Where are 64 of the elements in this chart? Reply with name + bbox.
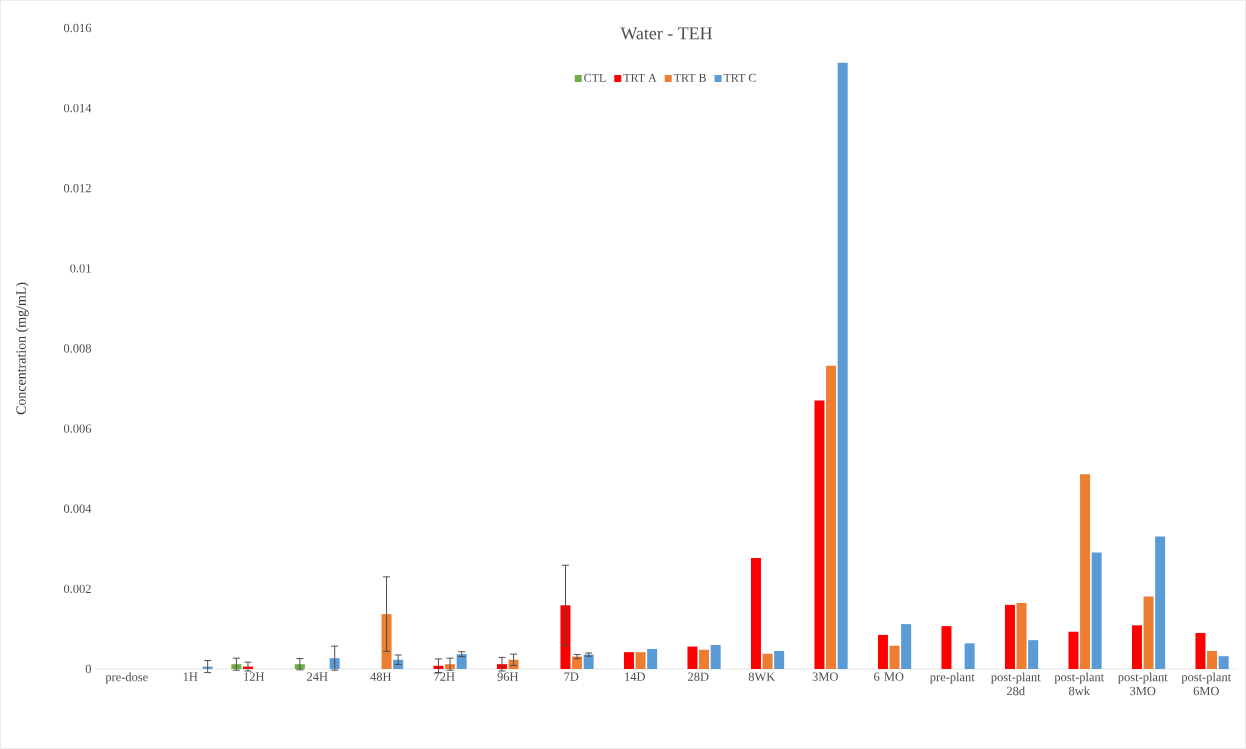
x-tick-label: pre-plant — [929, 672, 975, 684]
x-tick-label: 28D — [688, 672, 709, 681]
y-tick-label: 0.004 — [63, 504, 92, 513]
bar — [456, 654, 467, 669]
x-tick-label: 24H — [307, 672, 328, 681]
x-tick-label: post-plant 28d — [991, 672, 1041, 696]
bar — [1143, 596, 1154, 669]
bar — [964, 643, 975, 669]
x-tick-label: 72H — [434, 672, 455, 681]
bar — [762, 653, 773, 669]
x-tick-label: 6 MO — [874, 672, 904, 681]
y-tick-label: 0.012 — [63, 184, 91, 193]
x-tick-label: 12H — [244, 672, 265, 681]
y-tick-label: 0.008 — [63, 344, 92, 353]
bar — [889, 645, 900, 669]
x-tick-label: 96H — [497, 672, 519, 681]
bar — [1068, 631, 1079, 669]
x-tick-label: post-plant 8wk — [1054, 672, 1105, 696]
y-tick-label: 0.014 — [63, 103, 92, 113]
bar — [750, 558, 761, 669]
bar — [710, 644, 721, 669]
bar — [1155, 536, 1166, 669]
bar — [687, 646, 698, 669]
bar — [941, 626, 952, 669]
bar — [1131, 625, 1142, 669]
legend-label: TRT A — [623, 73, 657, 82]
bar — [901, 624, 912, 669]
bar — [647, 648, 658, 669]
bar — [877, 634, 888, 669]
x-tick-label: pre-dose — [105, 672, 148, 684]
legend-label: TRT B — [673, 73, 706, 82]
y-tick-label: 0.006 — [63, 424, 92, 433]
x-tick-label: 7D — [564, 672, 579, 681]
bar — [1080, 474, 1091, 669]
y-tick-label: 0 — [85, 664, 92, 674]
bar — [1207, 650, 1218, 669]
y-tick-label: 0.01 — [70, 264, 91, 273]
bar — [635, 652, 646, 669]
chart-title: Water - TEH — [620, 27, 713, 40]
legend-label: TRT C — [723, 73, 756, 82]
legend-label: CTL — [584, 73, 606, 82]
bar — [583, 654, 594, 669]
x-tick-label: post-plant 3MO — [1118, 672, 1168, 696]
bar — [1091, 552, 1102, 669]
y-tick-label: 0.016 — [63, 23, 92, 33]
bar — [837, 62, 848, 669]
bar — [623, 652, 634, 669]
bar — [1004, 604, 1015, 669]
bar — [1218, 656, 1229, 669]
x-tick-label: post-plant 6MO — [1181, 672, 1232, 696]
bar — [1028, 640, 1039, 669]
x-tick-label: 48H — [370, 672, 392, 681]
y-axis-title: Concentration (mg/mL) — [15, 282, 29, 415]
bar — [1016, 602, 1027, 669]
x-tick-label: 14D — [625, 672, 645, 681]
x-tick-label: 1H — [183, 672, 198, 681]
x-tick-label: 8WK — [748, 672, 776, 681]
x-tick-label: 3MO — [812, 672, 838, 681]
bar — [826, 365, 837, 669]
bar — [699, 649, 710, 669]
y-tick-label: 0.002 — [63, 584, 91, 594]
bar — [1195, 632, 1206, 669]
bar — [814, 400, 825, 669]
bar — [774, 650, 785, 669]
